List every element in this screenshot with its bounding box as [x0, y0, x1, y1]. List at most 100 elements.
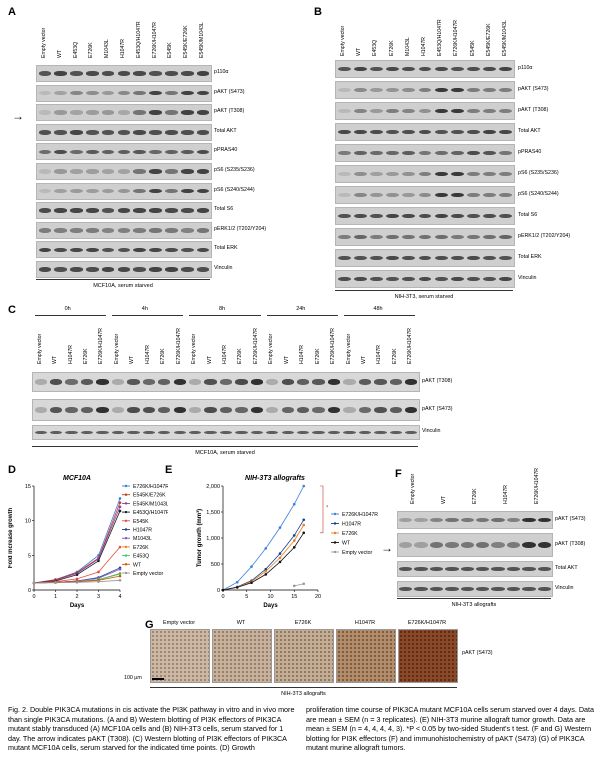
data-point — [264, 547, 268, 550]
blot-band — [389, 407, 402, 413]
legend-label: Empty vector — [133, 571, 164, 577]
timepoint-bracket — [35, 315, 107, 316]
legend-label: H1047R — [342, 522, 361, 528]
lane-header: M1043L — [104, 39, 111, 58]
legend-label: E453Q/H1047R — [133, 510, 168, 516]
blot-band — [54, 71, 68, 76]
blot-band — [460, 517, 474, 523]
panel-a-caption-line — [36, 279, 210, 280]
data-point — [75, 581, 79, 584]
blot-strip — [335, 228, 515, 246]
series-line — [222, 532, 305, 591]
blot-band — [86, 247, 99, 253]
timepoint-bracket — [112, 315, 184, 316]
significance-star: * — [326, 505, 329, 511]
blot-band — [353, 171, 367, 177]
blot-band — [219, 379, 233, 385]
blot-band — [133, 149, 147, 155]
blot-band — [149, 247, 162, 253]
x-tick-label: 3 — [97, 594, 100, 600]
blot-band — [353, 255, 367, 261]
legend-marker — [333, 541, 337, 544]
blot-band — [386, 66, 400, 72]
blot-band — [312, 430, 325, 435]
blot-band — [369, 213, 383, 219]
blot-band — [133, 130, 147, 135]
scale-bar — [152, 678, 164, 680]
lane-header: E545K/E726K — [183, 25, 190, 58]
blot-band — [483, 255, 497, 261]
blot-band — [467, 66, 480, 72]
blot-band — [86, 208, 99, 213]
lane-header: E726K — [388, 40, 395, 56]
lane-header: WT — [441, 495, 448, 504]
blot-band — [196, 130, 210, 135]
data-point — [97, 570, 100, 574]
blot-band — [434, 150, 448, 156]
blot-band — [353, 150, 367, 156]
blot-band — [337, 129, 351, 135]
legend-label: Empty vector — [342, 550, 373, 556]
blot-band — [38, 130, 52, 135]
blot-strip — [335, 123, 515, 141]
blot-band — [476, 517, 490, 523]
blot-band — [483, 150, 497, 156]
blot-band — [165, 130, 178, 135]
y-tick-label: 2,000 — [206, 484, 220, 490]
data-point — [32, 581, 36, 585]
blot-band — [386, 108, 400, 114]
panel-label-d: D — [8, 464, 16, 476]
blot-band — [188, 379, 202, 385]
blot-band — [54, 267, 68, 272]
data-point — [250, 565, 253, 568]
blot-band — [537, 541, 551, 549]
blot-band — [204, 430, 217, 435]
blot-band — [180, 267, 194, 272]
blot-band — [499, 66, 513, 72]
blot-band — [402, 108, 416, 114]
blot-band — [491, 517, 505, 523]
blot-row-label: pAKT (S473) — [422, 405, 453, 412]
blot-band — [450, 66, 464, 72]
blot-strip — [36, 84, 212, 102]
blot-strip — [397, 533, 553, 557]
blot-band — [353, 213, 367, 219]
legend-label: WT — [133, 562, 142, 568]
blot-band — [402, 234, 416, 240]
blot-band — [101, 228, 115, 233]
blot-band — [337, 192, 351, 198]
lane-header: WT — [206, 355, 213, 364]
blot-band — [327, 379, 341, 385]
blot-band — [389, 430, 402, 435]
blot-band — [343, 407, 356, 413]
blot-band — [133, 208, 147, 213]
blot-band — [358, 379, 372, 385]
lane-header: H1047R — [502, 484, 509, 504]
blot-band — [476, 541, 490, 549]
blot-band — [117, 130, 131, 135]
blot-band — [180, 208, 194, 213]
blot-band — [467, 129, 480, 135]
data-point — [97, 559, 100, 563]
blot-band — [450, 129, 464, 135]
blot-band — [402, 66, 416, 72]
blot-band — [38, 228, 52, 233]
panel-f-caption-line — [397, 598, 551, 599]
blot-band — [386, 150, 400, 156]
ihc-image — [150, 629, 210, 683]
data-point — [278, 556, 282, 560]
blot-band — [133, 247, 147, 253]
ihc-image — [274, 629, 334, 683]
blot-band — [180, 149, 194, 155]
data-point — [54, 581, 57, 585]
blot-band — [117, 208, 131, 213]
blot-band — [196, 90, 210, 96]
blot-band — [133, 169, 147, 174]
lane-header: E726K/H1047R — [330, 327, 337, 364]
blot-strip — [32, 399, 420, 421]
blot-band — [405, 379, 418, 385]
blot-band — [70, 169, 83, 174]
lane-header: E545K/M1043L — [199, 22, 206, 58]
blot-band — [337, 213, 351, 219]
blot-band — [70, 90, 83, 96]
